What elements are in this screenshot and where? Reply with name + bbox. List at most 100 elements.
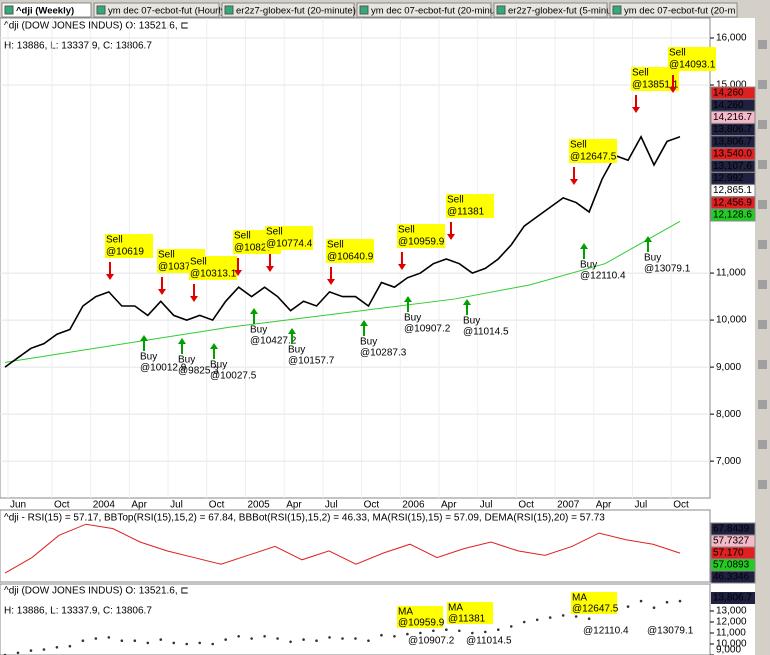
tool-icon[interactable] bbox=[758, 400, 767, 409]
price-tag-label: 14,260 bbox=[713, 88, 744, 99]
bottom-price-dot bbox=[107, 636, 111, 639]
tab[interactable] bbox=[1, 2, 92, 18]
sell-price: @14093.1 bbox=[669, 60, 716, 71]
tool-icon[interactable] bbox=[758, 280, 767, 289]
sell-action: Sell bbox=[327, 240, 344, 251]
buy-arrow bbox=[360, 320, 368, 336]
rsi-tag-label: 67.8439 bbox=[713, 524, 750, 535]
buy-action: Buy bbox=[178, 355, 195, 366]
price-tag-label: 13,107.6 bbox=[713, 161, 752, 172]
bottom-price-dot bbox=[639, 599, 643, 603]
bottom-price-dot bbox=[237, 634, 240, 638]
bottom-ma: MA bbox=[398, 607, 413, 618]
bottom-price-dot bbox=[198, 641, 202, 645]
tab[interactable] bbox=[93, 2, 220, 18]
bottom-price-dot bbox=[133, 639, 137, 642]
y-tick-label: 13,000 bbox=[716, 606, 747, 617]
sell-price: @10313.1 bbox=[190, 269, 237, 280]
ma-line bbox=[4, 220, 681, 363]
sell-action: Sell bbox=[632, 68, 649, 79]
bottom-price-dot bbox=[665, 600, 669, 604]
sell-action: Sell bbox=[158, 250, 175, 261]
tool-icon[interactable] bbox=[758, 200, 767, 209]
buy-price: @12110.4 bbox=[580, 271, 626, 282]
buy-price: @9825.3 bbox=[178, 366, 219, 377]
bottom-sell-price: @11381 bbox=[448, 614, 486, 625]
tool-icon[interactable] bbox=[758, 360, 767, 369]
buy-price: @10157.7 bbox=[288, 356, 335, 367]
buy-action: Buy bbox=[404, 313, 421, 324]
sell-price: @10640.9 bbox=[327, 252, 374, 263]
price-tag-label: 13,806.7 bbox=[713, 124, 752, 135]
tab[interactable] bbox=[609, 2, 738, 18]
y-tick-label: 9,000 bbox=[716, 645, 741, 655]
sell-arrow bbox=[327, 267, 335, 285]
buy-arrow bbox=[210, 343, 218, 359]
bottom-price-dot bbox=[393, 634, 396, 638]
bottom-price-dot bbox=[406, 632, 409, 636]
y-tick-label: 12,000 bbox=[716, 617, 747, 628]
buy-arrow bbox=[463, 299, 471, 315]
main-header: ^dji (DOW JONES INDUS) O: 13521.6, ⊏ bbox=[4, 21, 189, 32]
sell-price: @13851.1 bbox=[632, 80, 679, 91]
price-tag-label: 13,540.0 bbox=[713, 149, 752, 160]
tool-icon[interactable] bbox=[758, 40, 767, 49]
bottom-price-dot bbox=[172, 641, 176, 645]
tab[interactable] bbox=[356, 2, 492, 18]
bottom-price-dot bbox=[250, 637, 253, 640]
bottom-price-dot bbox=[55, 645, 59, 649]
sell-arrow bbox=[570, 167, 578, 185]
rsi-line bbox=[4, 523, 681, 574]
buy-action: Buy bbox=[463, 316, 480, 327]
tool-icon[interactable] bbox=[758, 440, 767, 449]
bottom-price-dot bbox=[380, 633, 383, 637]
bottom-price-dot bbox=[432, 629, 435, 633]
y-tick-label: 7,000 bbox=[716, 456, 741, 467]
bottom-buy-price: @11014.5 bbox=[466, 636, 512, 647]
bottom-price-dot bbox=[419, 631, 422, 635]
bottom-price-dot bbox=[263, 634, 266, 638]
bottom-price-dot bbox=[302, 638, 305, 641]
sell-box bbox=[446, 194, 494, 218]
tabs: ^dji (Weekly) ym dec 07-ecbot-fut (Hourly… bbox=[1, 2, 738, 18]
tab-icon bbox=[496, 5, 506, 15]
tab-label: er2z7-globex-fut (5-minute) bbox=[508, 6, 623, 17]
bottom-price-dot bbox=[445, 628, 448, 631]
y-tick-label: 11,000 bbox=[716, 268, 746, 279]
bottom-price-dot bbox=[224, 638, 227, 641]
bottom-price-dot bbox=[535, 618, 539, 622]
tool-icon[interactable] bbox=[758, 480, 767, 489]
bottom-price-dot bbox=[522, 620, 526, 624]
bottom-price-dot bbox=[159, 638, 163, 641]
bottom-price-dot bbox=[120, 639, 124, 642]
bottom-price-dot bbox=[341, 637, 344, 640]
tab[interactable] bbox=[493, 2, 608, 18]
tool-icon[interactable] bbox=[758, 160, 767, 169]
bottom-price-dot bbox=[496, 628, 500, 631]
sell-price: @10373 bbox=[158, 262, 196, 273]
bottom-header: ^dji (DOW JONES INDUS) O: 13521.6, ⊏ bbox=[4, 586, 189, 597]
price-tag-label: 14,260 bbox=[713, 100, 744, 111]
buy-arrow bbox=[644, 236, 652, 252]
sell-price: @10774.4 bbox=[266, 239, 313, 250]
tool-icon[interactable] bbox=[758, 80, 767, 89]
sell-box bbox=[189, 256, 237, 280]
sell-price: @12647.5 bbox=[570, 152, 617, 163]
bottom-price-dot bbox=[458, 629, 461, 633]
sell-price: @10959.9 bbox=[398, 237, 445, 248]
tool-icon[interactable] bbox=[758, 120, 767, 129]
buy-arrow bbox=[140, 335, 148, 351]
tool-icon[interactable] bbox=[758, 240, 767, 249]
bottom-price-dot bbox=[678, 599, 682, 603]
buy-price: @10287.3 bbox=[360, 348, 407, 359]
buy-action: Buy bbox=[140, 352, 157, 363]
bottom-sell-box bbox=[397, 606, 443, 628]
tab[interactable] bbox=[221, 2, 355, 18]
bottom-price-dot bbox=[561, 614, 565, 617]
buy-action: Buy bbox=[288, 345, 305, 356]
buy-arrow bbox=[404, 296, 412, 312]
buy-action: Buy bbox=[580, 260, 597, 271]
bottom-price-dot bbox=[211, 642, 214, 646]
tool-icon[interactable] bbox=[758, 320, 767, 329]
sell-box bbox=[105, 234, 153, 258]
